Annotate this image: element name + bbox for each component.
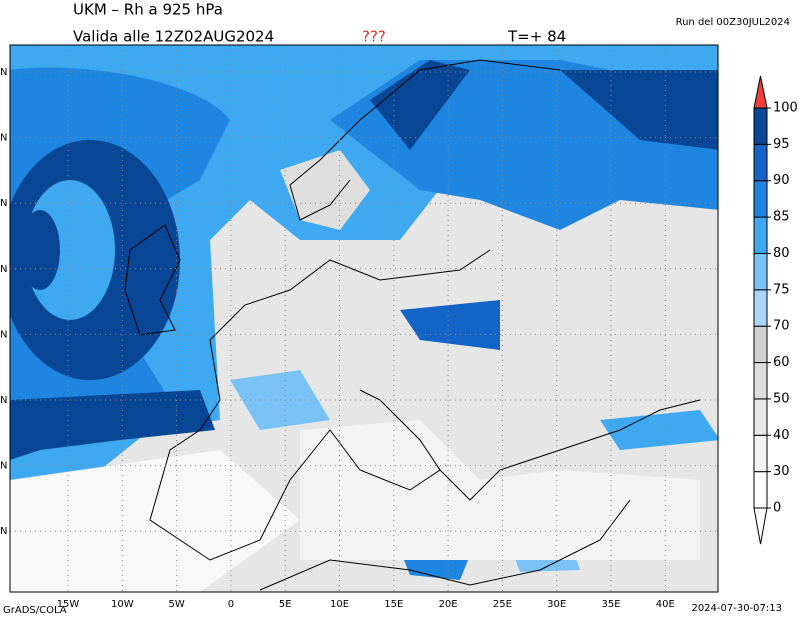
colorbar-segment	[753, 252, 768, 291]
lon-label: 15W	[57, 599, 80, 610]
colorbar-label: 60	[773, 355, 790, 370]
lon-label: 10W	[111, 599, 134, 610]
colorbar-segment	[753, 143, 768, 182]
run-time: Run del 00Z30JUL2024	[676, 17, 790, 28]
timestamp: 2024-07-30-07:13	[691, 603, 782, 614]
colorbar-segment	[753, 434, 768, 473]
colorbar: 0 30 40 50 60 70 75 80 85 90 95 100	[753, 75, 798, 545]
colorbar-label: 40	[773, 428, 790, 443]
lon-label: 30E	[547, 599, 566, 610]
lat-label: N	[0, 329, 7, 340]
colorbar-segment	[753, 398, 768, 436]
colorbar-label: 0	[773, 501, 781, 516]
colorbar-label: 90	[773, 173, 790, 188]
lon-label: 10E	[330, 599, 349, 610]
colorbar-segment	[753, 216, 768, 254]
colorbar-label: 70	[773, 319, 790, 334]
colorbar-under	[753, 507, 768, 545]
colorbar-segment	[753, 180, 768, 218]
lat-label: N	[0, 461, 7, 472]
colorbar-segment	[753, 107, 768, 145]
valid-time: Valida alle 12Z02AUG2024	[73, 28, 274, 46]
lon-label: 0	[228, 599, 234, 610]
credit: GrADS/COLA	[3, 605, 67, 616]
forecast-step: T=+ 84	[507, 28, 566, 46]
lon-label: 5W	[168, 599, 184, 610]
colorbar-label: 80	[773, 246, 790, 261]
lat-label: N	[0, 526, 7, 537]
colorbar-segment	[753, 471, 768, 509]
colorbar-segment	[753, 362, 768, 400]
colorbar-segment	[753, 325, 768, 364]
colorbar-label: 85	[773, 210, 790, 225]
title: UKM – Rh a 925 hPa	[73, 1, 223, 19]
lon-label: 5E	[279, 599, 292, 610]
lon-label: 20E	[439, 599, 458, 610]
lon-label: 15E	[384, 599, 403, 610]
map-frame	[9, 44, 719, 593]
colorbar-label: 100	[773, 101, 798, 116]
colorbar-label: 50	[773, 391, 790, 406]
map-field	[10, 45, 718, 592]
flag: ???	[362, 28, 386, 46]
colorbar-label: 95	[773, 137, 790, 152]
lon-label: 35E	[601, 599, 620, 610]
lat-label: N	[0, 67, 7, 78]
lon-label: 25E	[493, 599, 512, 610]
colorbar-over	[753, 75, 768, 109]
lon-label: 40E	[656, 599, 675, 610]
colorbar-label: 75	[773, 282, 790, 297]
colorbar-segment	[753, 289, 768, 327]
colorbar-label: 30	[773, 464, 790, 479]
lat-label: N	[0, 395, 7, 406]
lat-label: N	[0, 198, 7, 209]
lat-label: N	[0, 264, 7, 275]
lat-label: N	[0, 133, 7, 144]
